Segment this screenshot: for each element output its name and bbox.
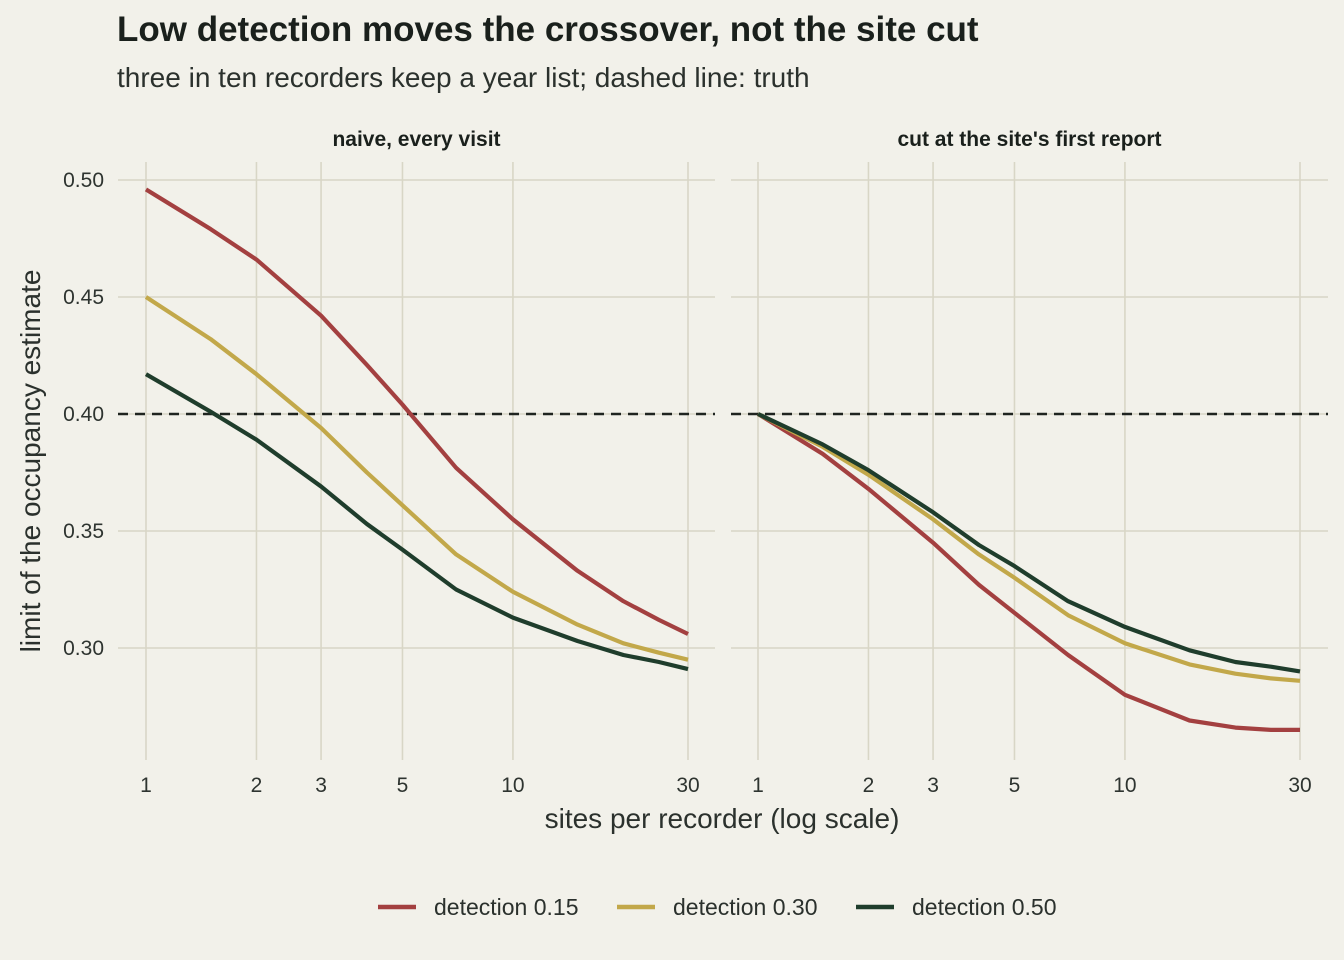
y-axis-title: limit of the occupancy estimate (15, 270, 46, 653)
x-tick-label: 3 (927, 774, 939, 797)
series-line-detection-0-50 (144, 372, 689, 672)
legend-label: detection 0.15 (434, 894, 579, 920)
series-line-detection-0-15 (756, 412, 1300, 733)
series-line-detection-0-15 (144, 187, 689, 636)
x-tick-label: 10 (501, 774, 524, 797)
x-tick-label: 5 (397, 774, 409, 797)
y-tick-label: 0.50 (63, 169, 104, 192)
x-axis-title: sites per recorder (log scale) (545, 803, 900, 834)
y-tick-label: 0.40 (63, 403, 104, 426)
x-tick-label: 30 (676, 774, 699, 797)
panel-title: naive, every visit (332, 128, 500, 151)
legend-label: detection 0.30 (673, 894, 818, 920)
series-line-detection-0-30 (757, 412, 1301, 683)
series-line-detection-0-50 (757, 412, 1301, 674)
x-tick-label: 10 (1113, 774, 1136, 797)
x-tick-label: 30 (1288, 774, 1311, 797)
legend-label: detection 0.50 (912, 894, 1057, 920)
x-tick-label: 5 (1009, 774, 1021, 797)
x-tick-label: 2 (863, 774, 875, 797)
x-tick-label: 1 (140, 774, 152, 797)
panel-title: cut at the site's first report (897, 128, 1161, 151)
y-tick-label: 0.30 (63, 637, 104, 660)
chart-title: Low detection moves the crossover, not t… (117, 10, 979, 49)
x-tick-label: 2 (251, 774, 263, 797)
chart-subtitle: three in ten recorders keep a year list;… (117, 62, 810, 93)
x-tick-label: 1 (752, 774, 764, 797)
series-line-detection-0-30 (144, 295, 689, 662)
y-tick-label: 0.35 (63, 520, 104, 543)
y-tick-label: 0.45 (63, 286, 104, 309)
x-tick-label: 3 (315, 774, 327, 797)
